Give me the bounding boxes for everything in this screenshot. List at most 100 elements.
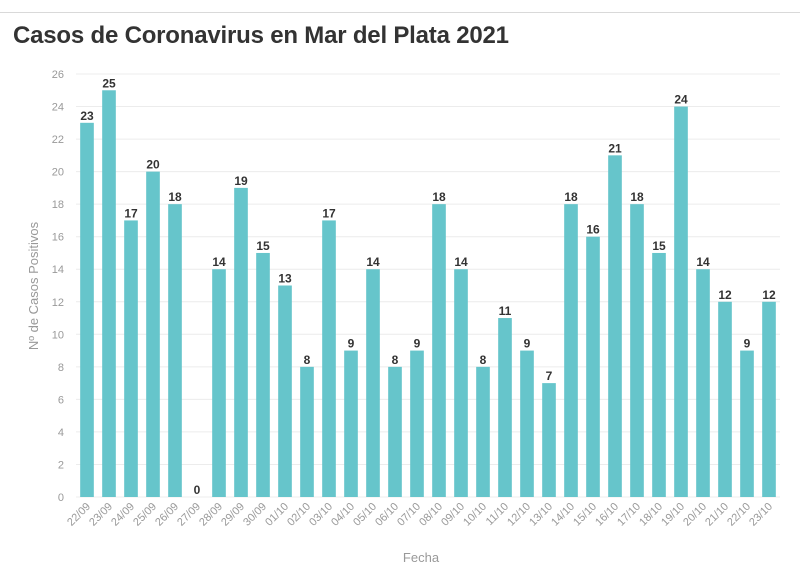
value-label: 8 [392,353,399,367]
bar-10-10 [476,366,490,497]
y-tick-label: 10 [52,329,64,341]
bar-24-09 [124,220,138,497]
x-tick-label: 14/10 [549,501,577,529]
bar-22-09 [80,122,94,498]
x-tick-label: 16/10 [593,501,621,529]
y-tick-label: 0 [58,492,64,504]
value-label: 8 [304,353,311,367]
x-tick-label: 07/10 [395,501,423,529]
x-tick-label: 30/09 [241,501,269,529]
bar-17-10 [630,204,644,497]
x-tick-label: 15/10 [571,501,599,529]
bar-03-10 [322,220,336,497]
y-tick-label: 8 [58,362,64,374]
x-axis-ticks: 22/0923/0924/0925/0926/0927/0928/0929/09… [65,501,775,529]
bar-21-10 [718,301,732,497]
x-tick-label: 24/09 [109,501,137,529]
x-tick-label: 01/10 [263,501,291,529]
bar-28-09 [212,269,226,497]
bar-22-10 [740,350,754,497]
y-tick-label: 22 [52,134,64,146]
y-tick-label: 2 [58,459,64,471]
bars [80,90,776,498]
value-label: 13 [278,272,292,286]
x-tick-label: 23/09 [87,501,115,529]
value-label: 9 [524,337,531,351]
value-label: 11 [499,304,512,318]
value-label: 17 [322,206,336,220]
chart-title: Casos de Coronavirus en Mar del Plata 20… [13,22,509,49]
value-label: 18 [168,190,182,204]
bar-01-10 [278,285,292,497]
value-labels: 23 25 17 20 18 0 14 19 15 13 8 17 9 14 8 9 18 14 8 11 9 7 18 16… [80,76,776,497]
value-label: 9 [348,337,355,351]
y-tick-label: 6 [58,394,64,406]
x-tick-label: 09/10 [439,501,467,529]
x-axis-title: Fecha [403,550,440,565]
x-tick-label: 05/10 [351,501,379,529]
bar-09-10 [454,269,468,497]
x-tick-label: 06/10 [373,501,401,529]
bar-12-10 [520,350,534,497]
x-tick-label: 17/10 [615,501,643,529]
bar-30-09 [256,252,270,497]
value-label: 24 [674,93,688,107]
bar-26-09 [168,204,182,497]
y-tick-label: 20 [52,167,64,179]
value-label: 25 [102,76,116,90]
y-tick-label: 4 [58,427,64,439]
value-label: 16 [586,223,600,237]
bar-13-10 [542,383,556,497]
x-tick-label: 10/10 [461,501,489,529]
bar-23-10 [762,301,776,497]
value-label: 18 [564,190,578,204]
x-tick-label: 18/10 [637,501,665,529]
value-label: 14 [366,255,380,269]
x-tick-label: 29/09 [219,501,247,529]
y-tick-label: 14 [52,264,64,276]
value-label: 21 [608,141,622,155]
x-tick-label: 03/10 [307,501,335,529]
value-label: 12 [762,288,776,302]
y-axis-title: Nº de Casos Positivos [26,221,41,350]
value-label: 8 [480,353,487,367]
x-tick-label: 04/10 [329,501,357,529]
bar-29-09 [234,187,248,497]
value-label: 19 [234,174,248,188]
value-label: 14 [454,255,468,269]
value-label: 14 [696,255,710,269]
bar-18-10 [652,252,666,497]
bar-23-09 [102,90,116,498]
bar-07-10 [410,350,424,497]
value-label: 7 [546,369,553,383]
x-tick-label: 08/10 [417,501,445,529]
bar-04-10 [344,350,358,497]
bar-05-10 [366,269,380,497]
x-tick-label: 19/10 [659,501,687,529]
x-tick-label: 11/10 [484,501,511,528]
x-tick-label: 23/10 [747,501,775,529]
value-label: 18 [432,190,446,204]
y-tick-label: 26 [52,69,64,81]
top-divider [0,12,800,13]
bar-19-10 [674,106,688,498]
bar-11-10 [498,318,512,497]
bar-25-09 [146,171,160,497]
bar-20-10 [696,269,710,497]
y-tick-label: 16 [52,232,64,244]
value-label: 14 [212,255,226,269]
y-tick-label: 24 [52,102,64,114]
value-label: 12 [718,288,732,302]
value-label: 9 [744,337,751,351]
bar-16-10 [608,155,622,497]
y-tick-label: 12 [52,297,64,309]
bar-06-10 [388,366,402,497]
x-tick-label: 13/10 [527,501,555,529]
value-label: 23 [80,109,94,123]
y-tick-label: 18 [52,199,64,211]
x-tick-label: 21/10 [703,501,731,529]
x-tick-label: 28/09 [197,501,225,529]
value-label: 9 [414,337,421,351]
value-label: 17 [124,206,138,220]
